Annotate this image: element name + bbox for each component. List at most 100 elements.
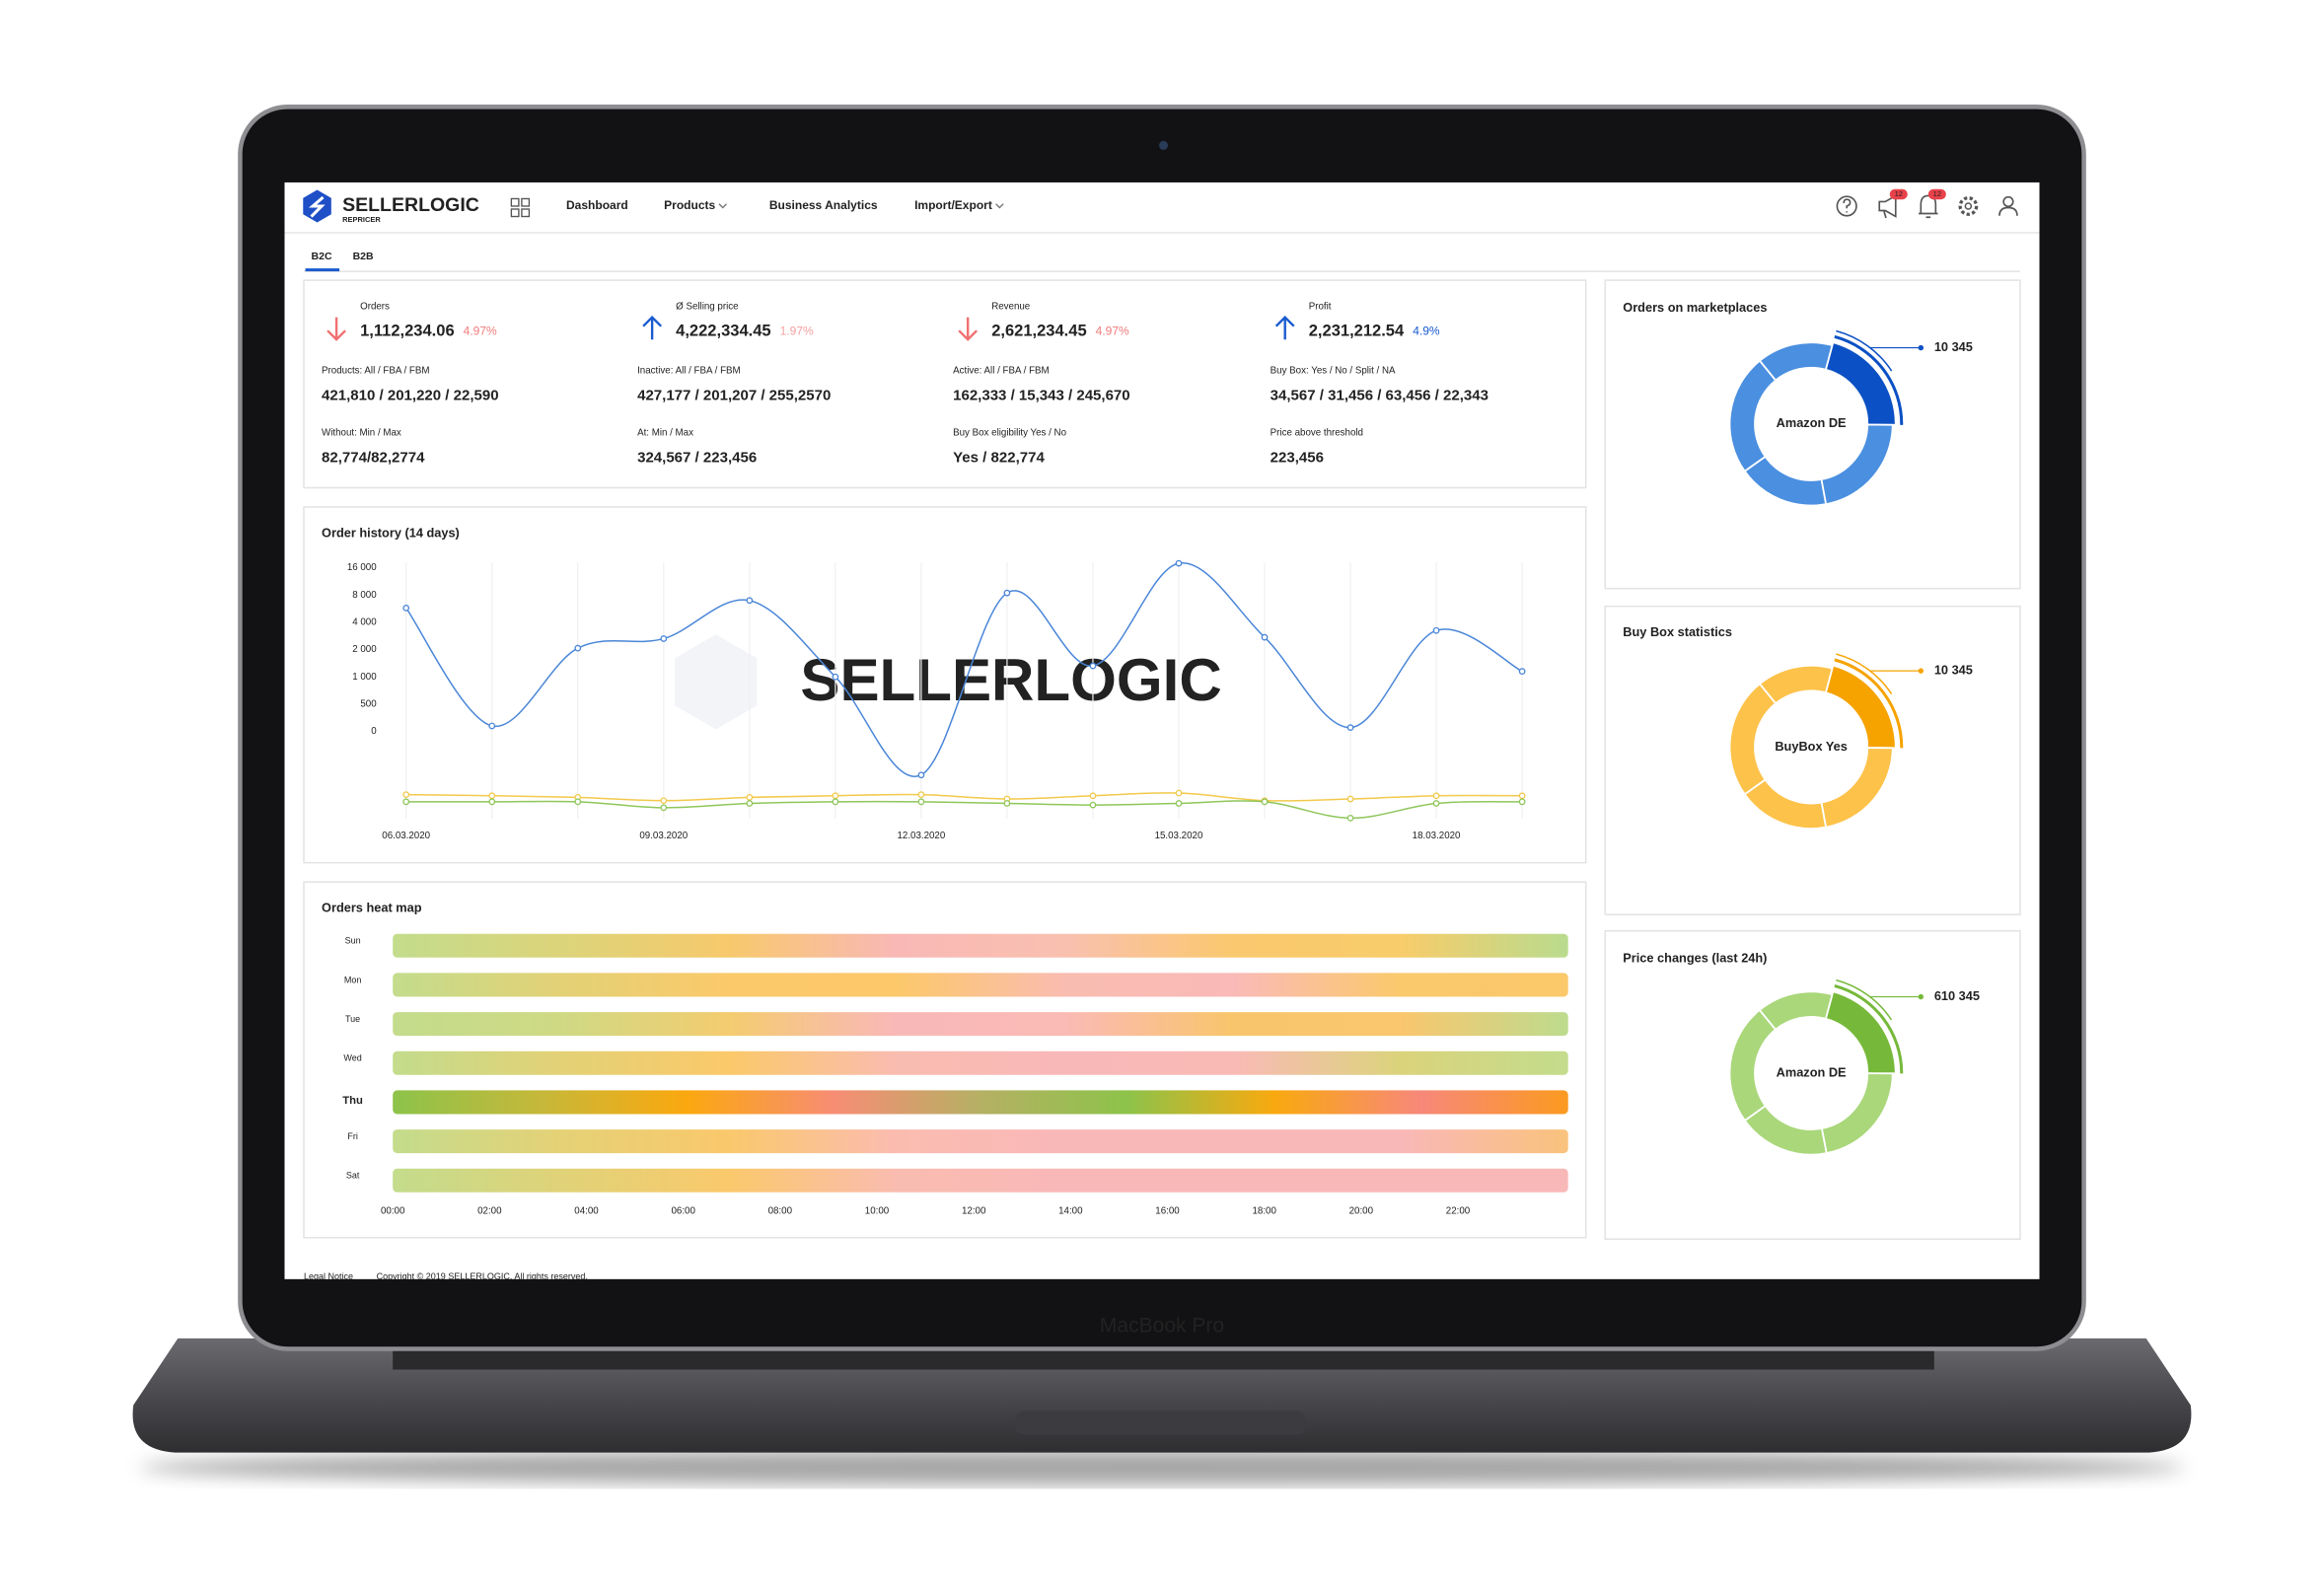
data-point [1089,662,1097,670]
donut-value-label: 10 345 [1934,663,1973,678]
kpi-stat-value: 421,810 / 201,220 / 22,590 [322,387,499,403]
settings-icon[interactable] [1958,196,1979,216]
x-tick-label: 04:00 [574,1205,599,1216]
card [1604,279,2021,590]
donut-segment [1824,664,1897,750]
data-point [1003,800,1011,807]
day-label: Tue [345,1014,360,1024]
shadow [139,1449,2185,1485]
camera [1158,140,1169,150]
kpi-stat-label: Buy Box eligibility Yes / No [953,427,1066,438]
x-tick-label: 15.03.2020 [1155,831,1203,841]
donut-callout-arc [1834,658,1904,749]
kpi-stat-value: 427,177 / 201,207 / 255,2570 [637,387,831,403]
donut-callout-arc [1834,983,1904,1074]
x-tick-label: 14:00 [1058,1205,1083,1216]
announcements-icon[interactable] [1878,194,1897,219]
kpi-stat-label: Products: All / FBA / FBM [322,365,429,376]
card [1604,929,2021,1241]
data-point [746,800,754,807]
data-point [402,791,410,799]
x-tick-label: 20:00 [1349,1205,1374,1216]
nav-item[interactable]: Business Analytics [769,198,878,212]
y-tick-label: 16 000 [347,562,377,573]
kpi-stat-value: 162,333 / 15,343 / 245,670 [953,387,1130,403]
data-point [1175,559,1183,567]
chart-title: Orders heat map [322,901,422,915]
data-point [402,605,410,612]
x-tick-label: 08:00 [768,1205,793,1216]
tab[interactable]: B2B [353,251,374,262]
data-point [488,722,496,730]
help-icon[interactable] [1836,195,1857,217]
x-tick-label: 00:00 [381,1205,405,1216]
data-point [1089,792,1097,800]
data-point [1175,800,1183,807]
donut-segment [1758,990,1834,1032]
heat-row [393,1050,1568,1075]
heat-row [393,1129,1568,1154]
nav-item[interactable]: Products [664,198,715,212]
donut-value-label: 610 345 [1934,988,1980,1003]
tab-underline [305,268,340,272]
card [1604,605,2021,915]
tab[interactable]: B2C [312,251,332,262]
kpi-stat-label: Active: All / FBA / FBM [953,365,1050,376]
donut-segment [1758,664,1834,705]
data-point [832,798,839,806]
apps-icon[interactable] [521,197,531,207]
data-point [574,798,582,806]
donut-center-label: BuyBox Yes [1775,739,1848,754]
kpi-line: 2,621,234.45 4.97% [991,322,1129,340]
data-point [1518,792,1526,800]
kpi-stat-value: 324,567 / 223,456 [637,449,757,466]
user-icon-head[interactable] [2002,195,2014,208]
badge [1927,188,1946,200]
x-tick-label: 12.03.2020 [897,831,945,841]
data-point [917,791,925,799]
day-label: Wed [343,1053,361,1063]
heat-row [393,1012,1568,1037]
donut-callout-arc [1834,334,1904,425]
trend-arrow [1274,315,1295,340]
logo-subtitle: REPRICER [342,215,381,224]
trackpad-notch [1015,1411,1306,1435]
help-icon-glyph [1843,198,1852,213]
kpi-label: Ø Selling price [676,302,738,313]
donut-segment [1824,341,1897,426]
donut-center-label: Amazon DE [1777,1064,1847,1079]
data-point [1432,800,1440,807]
donut-callout-arc [1836,653,1893,695]
badge [1889,188,1908,200]
apps-icon[interactable] [510,208,520,218]
x-tick-label: 06.03.2020 [382,831,430,841]
day-label: Thu [342,1095,363,1107]
notifications-icon[interactable] [1919,194,1938,219]
data-point [1003,589,1011,597]
nav-item[interactable]: Import/Export [914,198,992,212]
card [303,506,1587,864]
data-point [1175,789,1183,797]
apps-icon[interactable] [521,208,531,218]
donut-callout-arc [1836,329,1893,372]
callout-dot [1918,668,1925,674]
kpi-value: 4,222,334.45 [676,322,770,340]
data-point [1518,798,1526,806]
donut-segment [1758,341,1834,382]
nav-item[interactable]: Dashboard [566,198,628,212]
keyboard-slot [393,1348,1934,1370]
trend-arrow [958,317,979,341]
kpi-change: 4.9% [1413,325,1440,338]
day-label: Sat [346,1171,360,1181]
kpi-stat-label: Inactive: All / FBA / FBM [637,365,741,376]
footer-link[interactable]: Legal Notice [304,1271,353,1281]
data-point [488,792,496,800]
apps-icon[interactable] [510,197,520,207]
data-point [660,797,668,805]
data-point [832,673,839,681]
user-icon-body [1998,206,2018,216]
kpi-value: 2,621,234.45 [991,322,1086,340]
